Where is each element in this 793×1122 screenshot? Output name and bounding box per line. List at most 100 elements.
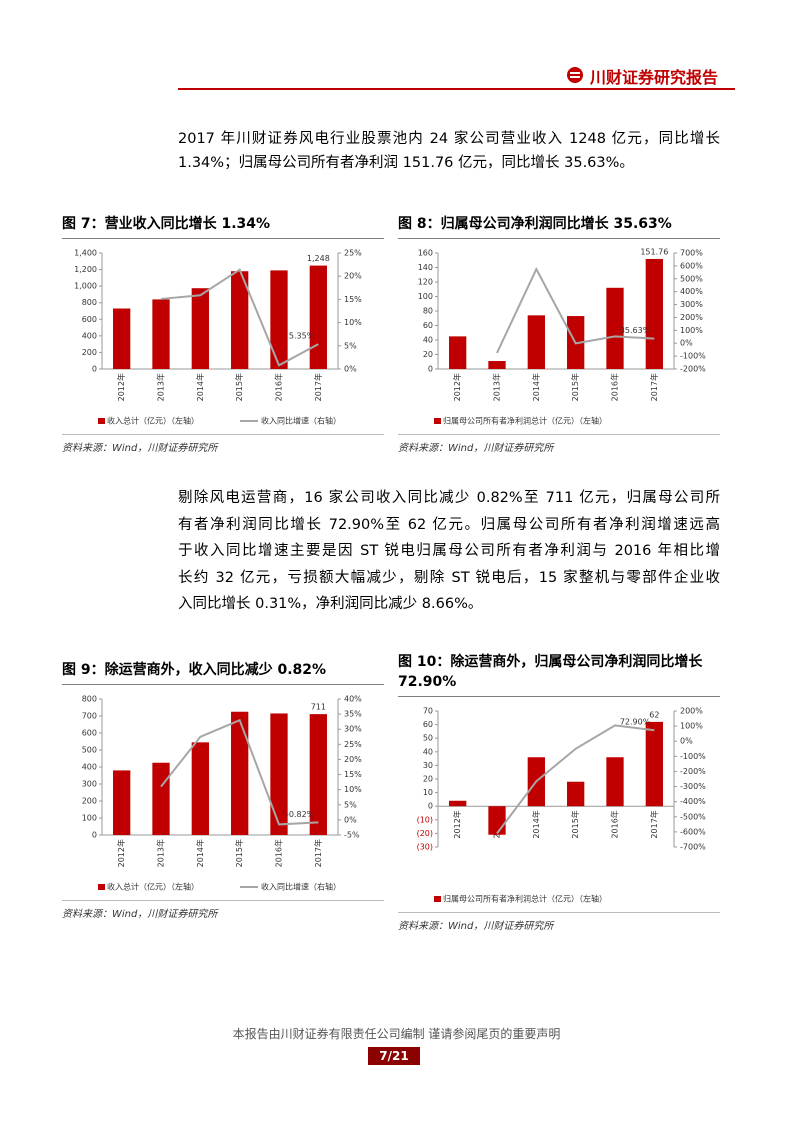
y2-tick-label: 0% xyxy=(680,339,693,348)
data-label: 72.90% xyxy=(620,718,651,727)
data-label: 62 xyxy=(649,710,659,719)
line xyxy=(496,724,655,835)
figure-title: 图 8：归属母公司净利润同比增长 35.63% xyxy=(398,214,720,239)
legend-label: 收入同比增速（右轴） xyxy=(261,416,341,426)
logo xyxy=(567,67,583,83)
y2-tick-label: 20% xyxy=(344,755,362,764)
x-tick-label: 2012年 xyxy=(116,839,126,867)
data-label: 35.63% xyxy=(620,326,651,335)
y-tick-label: 800 xyxy=(82,695,97,704)
y2-tick-label: 25% xyxy=(344,249,362,258)
y2-tick-label: 25% xyxy=(344,740,362,749)
data-label: 1,248 xyxy=(307,254,330,263)
legend-label: 收入同比增速（右轴） xyxy=(261,882,341,892)
data-label: -0.82% xyxy=(286,810,315,819)
y-tick-label: 140 xyxy=(418,263,433,272)
paragraph: 2017 年川财证券风电行业股票池内 24 家公司营业收入 1248 亿元，同比… xyxy=(178,127,720,175)
bar xyxy=(309,714,327,835)
bar xyxy=(488,806,506,835)
y2-tick-label: 0% xyxy=(344,365,357,374)
line xyxy=(160,268,319,367)
figure-source: 资料来源：Wind，川财证券研究所 xyxy=(398,434,720,454)
legend-swatch xyxy=(98,884,105,890)
bar xyxy=(191,742,209,835)
y-tick-label: 70 xyxy=(423,707,433,716)
y2-tick-label: -5% xyxy=(344,831,360,840)
y2-tick-label: -200% xyxy=(680,365,706,374)
y-tick-label: 0 xyxy=(428,365,433,374)
page-number: 7/21 xyxy=(368,1047,420,1065)
x-tick-label: 2016年 xyxy=(610,810,620,838)
y-tick-label: 200 xyxy=(82,797,97,806)
y2-tick-label: -700% xyxy=(680,843,706,852)
y2-tick-label: 200% xyxy=(680,707,703,716)
legend-swatch xyxy=(434,418,441,424)
figure-title: 图 9：除运营商外，收入同比减少 0.82% xyxy=(62,660,384,685)
y2-tick-label: 15% xyxy=(344,295,362,304)
x-tick-label: 2012年 xyxy=(452,810,462,838)
y2-tick-label: 5% xyxy=(344,341,357,350)
x-tick-label: 2013年 xyxy=(492,373,502,401)
legend-label: 收入总计（亿元）（左轴） xyxy=(107,882,199,892)
bar xyxy=(449,800,467,807)
y-tick-label: (30) xyxy=(417,843,433,852)
y2-tick-label: 20% xyxy=(344,272,362,281)
bar xyxy=(113,308,131,369)
bar xyxy=(606,757,624,807)
y-tick-label: 50 xyxy=(423,734,433,743)
text-line: 2017 年川财证券风电行业股票池内 24 家公司营业收入 1248 亿元，同比… xyxy=(178,131,720,147)
x-tick-label: 2014年 xyxy=(531,373,541,401)
y-tick-label: 120 xyxy=(418,278,433,287)
text-line: 长约 32 亿元，亏损额大幅减少，剔除 ST 锐电后，15 家整机与零部件企业收 xyxy=(178,569,720,586)
legend-swatch xyxy=(434,896,441,902)
x-tick-label: 2014年 xyxy=(195,839,205,867)
bar xyxy=(645,721,663,807)
y-tick-label: 100 xyxy=(82,814,97,823)
bar xyxy=(645,258,663,369)
y2-tick-label: 100% xyxy=(680,722,703,731)
x-tick-label: 2017年 xyxy=(649,373,659,401)
figure-source: 资料来源：Wind，川财证券研究所 xyxy=(398,912,720,932)
y-tick-label: 20 xyxy=(423,350,433,359)
y-tick-label: 60 xyxy=(423,321,433,330)
y-tick-label: 30 xyxy=(423,761,433,770)
y-tick-label: 160 xyxy=(418,249,433,258)
text-line: 1.34%；归属母公司所有者净利润 151.76 亿元，同比增长 35.63%。 xyxy=(178,155,634,171)
header-rule xyxy=(178,88,735,90)
y2-tick-label: -500% xyxy=(680,812,706,821)
y-tick-label: 80 xyxy=(423,307,433,316)
y-tick-label: 60 xyxy=(423,720,433,729)
x-tick-label: 2016年 xyxy=(274,373,284,401)
y2-tick-label: 15% xyxy=(344,770,362,779)
figure: 图 7：营业收入同比增长 1.34% 0 200 400 600 800 1,000 1,20… xyxy=(62,214,384,454)
x-tick-label: 2015年 xyxy=(570,810,580,838)
text-line: 有者净利润同比增长 72.90%至 62 亿元。归属母公司所有者净利润增速远高 xyxy=(178,516,720,533)
y2-tick-label: 0% xyxy=(680,737,693,746)
x-tick-label: 2016年 xyxy=(274,839,284,867)
x-tick-label: 2014年 xyxy=(531,810,541,838)
y-tick-label: 40 xyxy=(423,747,433,756)
bar xyxy=(567,781,585,807)
bar xyxy=(113,770,131,835)
x-tick-label: 2014年 xyxy=(195,373,205,401)
bar xyxy=(152,762,170,835)
bar xyxy=(270,713,288,835)
y2-tick-label: 600% xyxy=(680,261,703,270)
legend-label: 归属母公司所有者净利润总计（亿元）（左轴） xyxy=(443,894,607,904)
line xyxy=(160,718,319,826)
text-line: 入同比增长 0.31%，净利润同比减少 8.66%。 xyxy=(178,596,483,612)
y-tick-label: 500 xyxy=(82,746,97,755)
legend-label: 归属母公司所有者净利润总计（亿元）（左轴） xyxy=(443,416,607,426)
y2-tick-label: 300% xyxy=(680,300,703,309)
bar xyxy=(606,287,624,369)
y2-tick-label: 200% xyxy=(680,313,703,322)
y2-tick-label: 30% xyxy=(344,725,362,734)
figure-source: 资料来源：Wind，川财证券研究所 xyxy=(62,434,384,454)
y-tick-label: 300 xyxy=(82,780,97,789)
y-tick-label: 0 xyxy=(428,802,433,811)
x-tick-label: 2015年 xyxy=(234,839,244,867)
x-tick-label: 2015年 xyxy=(234,373,244,401)
data-label: 151.76 xyxy=(640,247,668,256)
x-tick-label: 2012年 xyxy=(452,373,462,401)
